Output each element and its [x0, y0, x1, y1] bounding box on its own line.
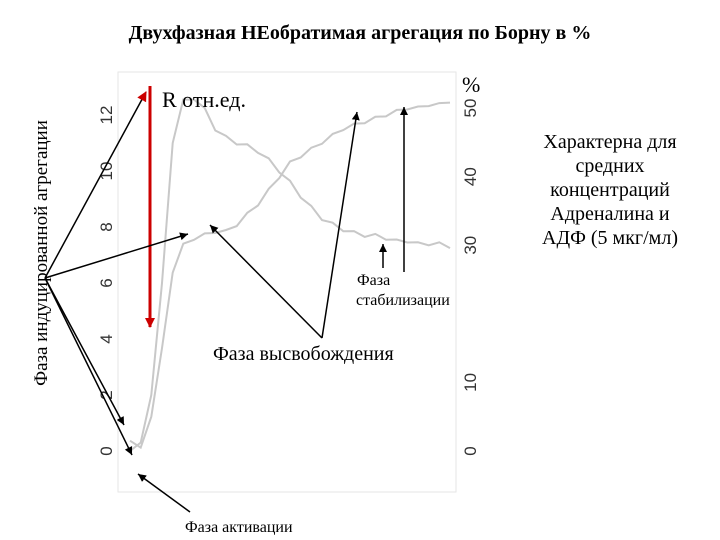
left-tick-label: 10 [97, 162, 116, 181]
arrow-to-dip-2 [44, 277, 133, 456]
stabilization-label: Фаза стабилизации [356, 272, 450, 309]
left-tick-label: 12 [97, 106, 116, 125]
right-axis-label: % [462, 72, 480, 97]
right-tick-label: 0 [461, 446, 480, 455]
left-tick-label: 8 [97, 222, 116, 231]
left-axis: 0 2 4 6 8 10 12 [97, 106, 116, 456]
arrow-to-shoulder [44, 232, 189, 279]
left-tick-label: 0 [97, 446, 116, 455]
right-tick-label: 50 [461, 99, 480, 118]
arrow-release-left [209, 224, 323, 339]
right-tick-label: 10 [461, 373, 480, 392]
activation-label: Фаза активации [185, 519, 293, 536]
arrow-to-dip-1 [44, 277, 125, 426]
plot-frame [117, 71, 457, 493]
series-percent-curve [129, 101, 451, 450]
series-r-curve [129, 98, 451, 452]
left-tick-label: 4 [97, 334, 116, 343]
release-label: Фаза высвобождения [213, 343, 394, 365]
note-line: Адреналина и [550, 203, 670, 225]
note-line: АДФ (5 мкг/мл) [542, 227, 678, 249]
side-note: Характерна для средних концентраций Адре… [510, 130, 710, 250]
right-axis: 0 10 30 40 50 [461, 99, 480, 456]
left-axis-label: R отн.ед. [162, 87, 246, 112]
chart-title: Двухфазная НЕобратимая агрегация по Борн… [128, 22, 592, 44]
note-line: концентраций [550, 179, 670, 201]
note-line: Характерна для [543, 131, 677, 153]
stabilization-label-line: стабилизации [356, 292, 450, 309]
left-tick-label: 6 [97, 278, 116, 287]
right-tick-label: 30 [461, 236, 480, 255]
stabilization-label-line: Фаза [357, 272, 390, 289]
arrow-release-right [321, 111, 360, 339]
arrow-to-peak [44, 91, 147, 279]
note-line: средних [575, 155, 645, 177]
left-tick-label: 2 [97, 390, 116, 399]
right-tick-label: 40 [461, 167, 480, 186]
arrow-activation [137, 473, 191, 513]
